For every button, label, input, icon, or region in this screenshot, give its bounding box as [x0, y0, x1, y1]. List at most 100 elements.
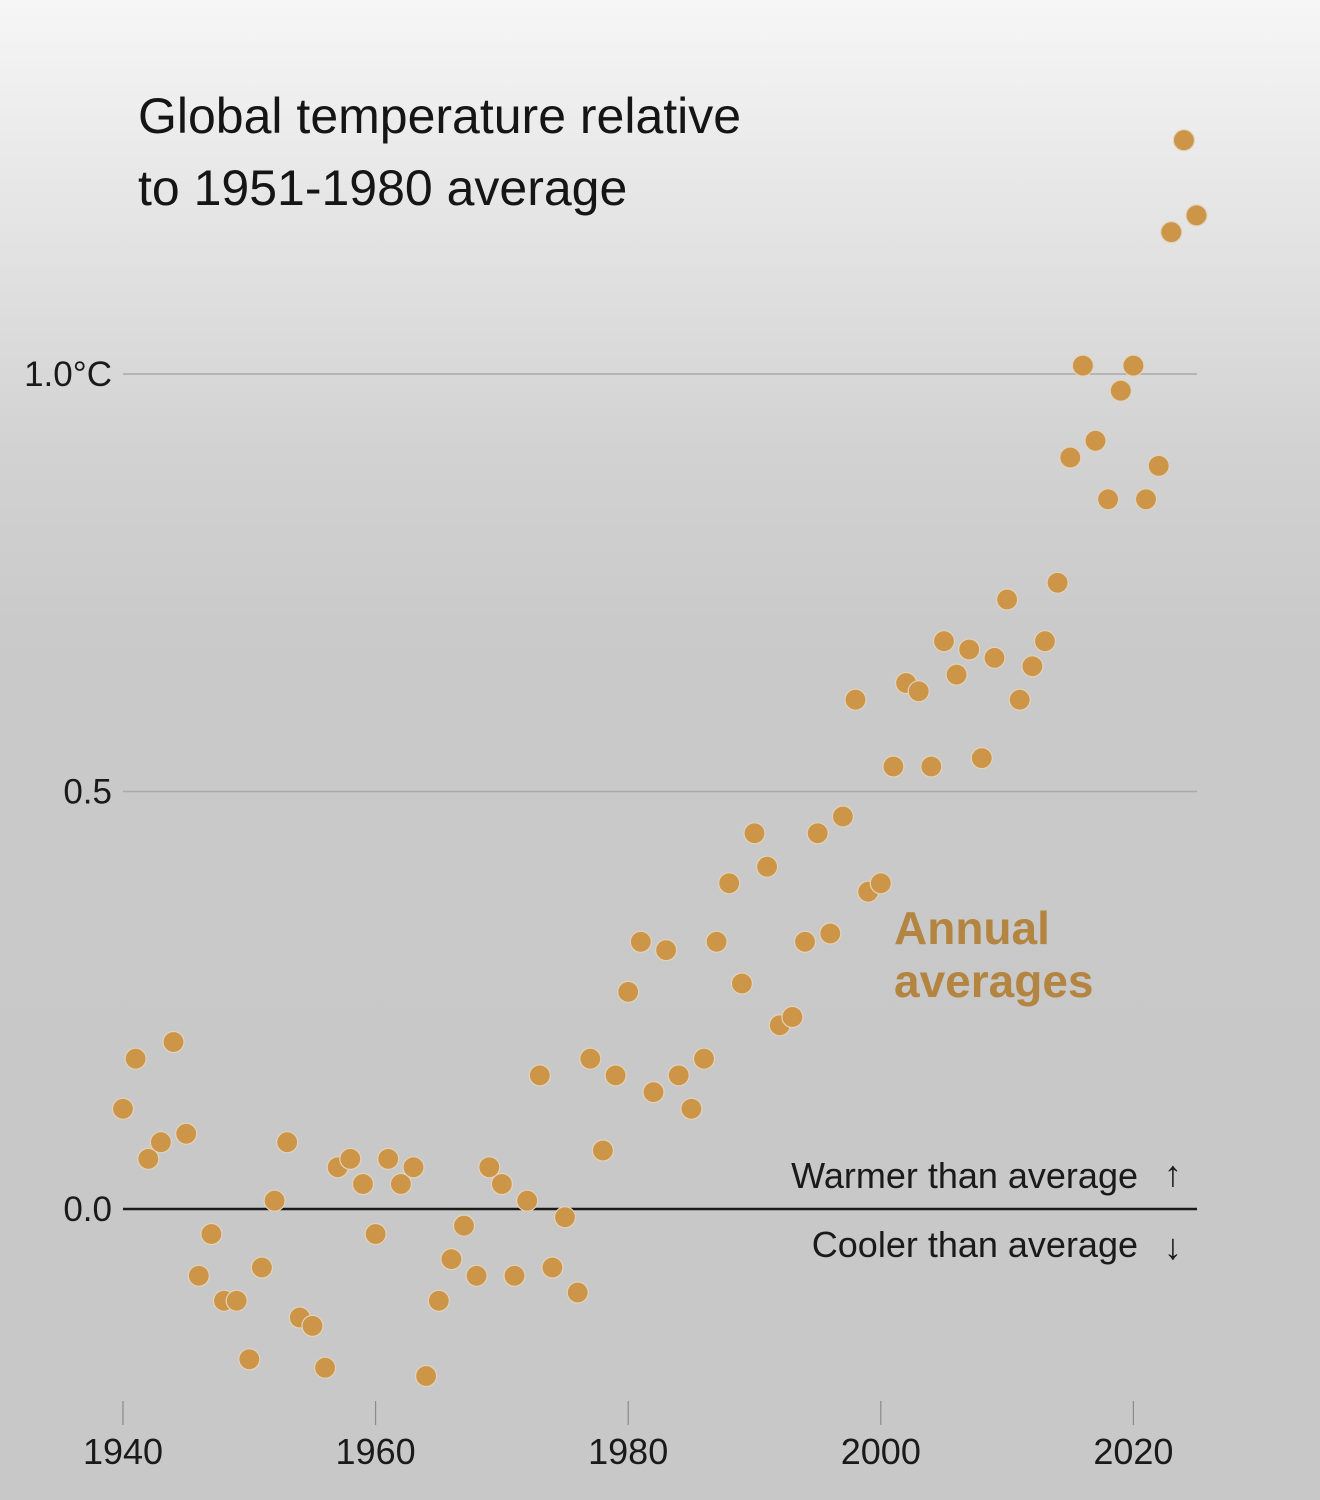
data-point — [175, 1122, 198, 1145]
data-point — [250, 1256, 273, 1279]
title-line-1: Global temperature relative — [138, 88, 741, 144]
arrow-down-icon: ↓ — [1164, 1226, 1182, 1267]
data-point — [1160, 221, 1183, 244]
data-point — [869, 872, 892, 895]
y-tick-label: 0.0 — [63, 1190, 112, 1229]
data-point — [149, 1131, 172, 1154]
series-label-line-2: averages — [894, 955, 1094, 1007]
chart-title: Global temperature relative to 1951-1980… — [138, 88, 741, 216]
data-point — [1071, 354, 1095, 377]
data-point — [932, 630, 956, 653]
data-point — [705, 930, 728, 953]
data-point — [1147, 454, 1170, 477]
data-point — [882, 755, 905, 778]
data-point — [553, 1206, 577, 1229]
data-point — [427, 1289, 450, 1312]
series-annual-averages — [111, 129, 1208, 1388]
data-point — [743, 822, 766, 845]
data-point — [351, 1172, 375, 1196]
data-point — [667, 1064, 690, 1087]
data-point — [945, 663, 968, 686]
baseline-annotations: Warmer than average ↑ Cooler than averag… — [791, 1153, 1182, 1267]
data-point — [1008, 688, 1031, 711]
data-point — [654, 938, 678, 962]
data-point — [995, 588, 1019, 611]
data-point — [1185, 204, 1208, 227]
data-point — [124, 1047, 147, 1070]
data-point — [1021, 655, 1044, 678]
data-point — [200, 1222, 223, 1246]
data-point — [1172, 129, 1196, 152]
data-point — [263, 1189, 286, 1212]
data-point — [389, 1172, 412, 1196]
data-point — [1109, 379, 1132, 402]
data-point — [819, 922, 842, 945]
data-point — [238, 1348, 261, 1371]
data-point — [314, 1356, 337, 1379]
data-point — [642, 1080, 665, 1104]
data-point — [415, 1364, 438, 1388]
title-line-2: to 1951-1980 average — [138, 160, 627, 216]
x-tick-label: 2000 — [841, 1431, 921, 1472]
x-axis: 1940 1960 1980 2000 2020 — [83, 1401, 1173, 1472]
data-point — [402, 1156, 425, 1179]
data-point — [579, 1047, 602, 1070]
data-point — [162, 1030, 185, 1054]
data-point — [970, 746, 993, 770]
data-point — [364, 1222, 387, 1246]
data-point — [478, 1156, 501, 1179]
data-point — [617, 980, 640, 1004]
arrow-up-icon: ↑ — [1164, 1153, 1182, 1194]
warmer-label: Warmer than average — [791, 1155, 1138, 1196]
data-point — [1046, 571, 1069, 594]
data-point — [958, 638, 981, 661]
x-tick-label: 1980 — [588, 1431, 668, 1472]
cooler-label: Cooler than average — [812, 1224, 1138, 1265]
data-point — [793, 930, 817, 953]
data-point — [566, 1281, 589, 1304]
data-point — [1096, 488, 1120, 511]
data-point — [440, 1247, 463, 1271]
data-point — [680, 1097, 703, 1120]
data-point — [591, 1139, 615, 1162]
data-point — [465, 1264, 488, 1287]
series-label-line-1: Annual — [894, 902, 1050, 954]
data-point — [920, 755, 943, 778]
data-point — [730, 972, 754, 995]
data-point — [503, 1264, 526, 1287]
data-point — [187, 1264, 210, 1287]
data-point — [983, 646, 1006, 670]
data-point — [1134, 488, 1158, 511]
x-tick-label: 1960 — [336, 1431, 416, 1472]
data-point — [377, 1147, 400, 1171]
data-point — [907, 680, 930, 703]
data-point — [225, 1289, 248, 1312]
x-tick-label: 1940 — [83, 1431, 163, 1472]
y-tick-label: 1.0°C — [24, 355, 112, 394]
data-point — [276, 1131, 299, 1154]
data-point — [604, 1064, 627, 1087]
data-point — [806, 822, 829, 845]
data-point — [629, 930, 652, 953]
data-point — [718, 872, 741, 895]
x-tick-label: 2020 — [1093, 1431, 1173, 1472]
y-axis: 0.0 0.5 1.0°C — [24, 355, 112, 1229]
data-point — [528, 1064, 551, 1087]
data-point — [1122, 354, 1145, 377]
data-point — [1059, 446, 1082, 469]
data-point — [541, 1256, 564, 1279]
data-point — [339, 1147, 362, 1171]
data-point — [111, 1097, 135, 1120]
data-point — [831, 805, 855, 828]
series-label: Annual averages — [894, 902, 1094, 1007]
data-point — [490, 1172, 513, 1196]
data-point — [1084, 429, 1107, 452]
y-tick-label: 0.5 — [63, 773, 112, 812]
data-point — [1033, 630, 1057, 653]
data-point — [781, 1005, 804, 1029]
data-point — [844, 688, 867, 711]
data-point — [452, 1214, 476, 1237]
data-point — [692, 1047, 716, 1070]
data-point — [137, 1147, 160, 1171]
